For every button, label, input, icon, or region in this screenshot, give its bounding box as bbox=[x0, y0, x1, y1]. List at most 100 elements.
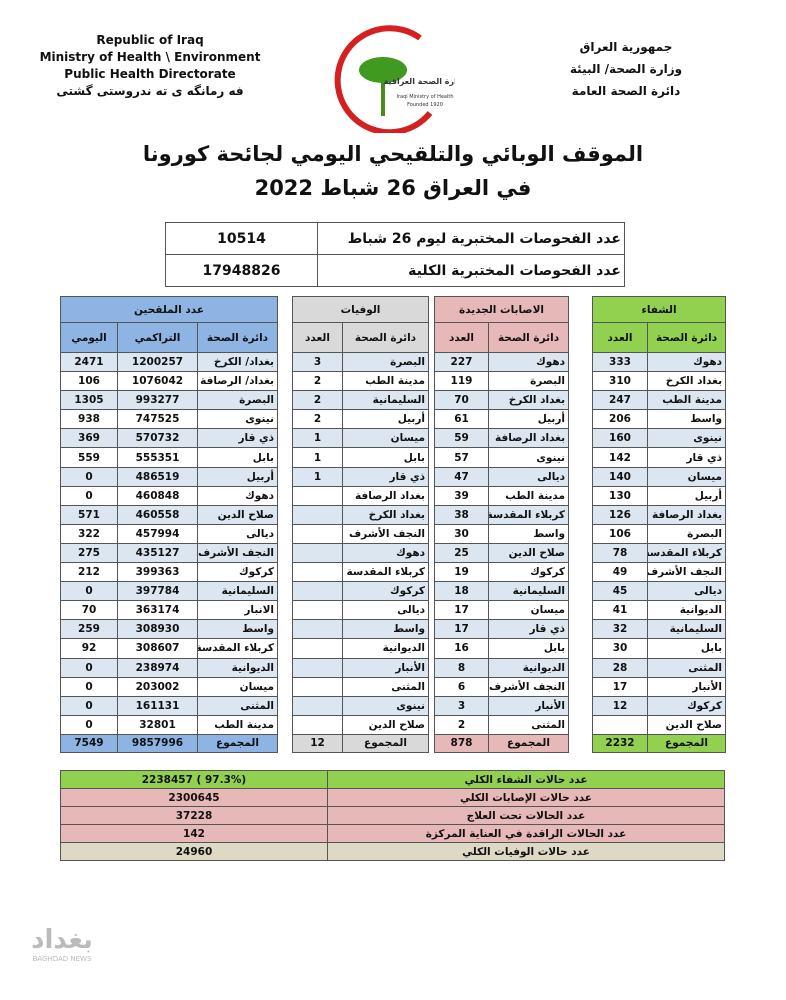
count-cell: 212 bbox=[60, 562, 118, 583]
name-cell: ديالى bbox=[197, 523, 278, 544]
name-cell: بابل bbox=[197, 447, 278, 468]
name-cell: النجف الأشرف bbox=[647, 562, 727, 583]
data-row: دهوك 460848 0 bbox=[60, 485, 278, 506]
count-cell: 460848 bbox=[117, 485, 198, 506]
count-cell: 17 bbox=[433, 619, 490, 640]
name-cell: ميسان bbox=[342, 428, 429, 449]
count-cell: 363174 bbox=[117, 600, 198, 621]
count-cell: 203002 bbox=[117, 676, 198, 697]
data-row: مدينة الطب 247 bbox=[591, 390, 727, 411]
name-cell: نينوى bbox=[342, 695, 429, 716]
count-cell: 28 bbox=[591, 657, 649, 678]
name-cell: واسط bbox=[488, 523, 570, 544]
count-cell: 2 bbox=[292, 409, 343, 430]
data-row: واسط bbox=[292, 619, 429, 640]
count-cell: 2 bbox=[292, 371, 343, 392]
data-row: بغداد الرصافة 126 bbox=[591, 504, 727, 525]
data-row: البصرة 3 bbox=[292, 351, 429, 373]
data-row: بغداد الكرخ 310 bbox=[591, 371, 727, 392]
data-row: الأنبار bbox=[292, 657, 429, 678]
count-cell: 206 bbox=[591, 409, 649, 430]
data-row: كربلاء المقدسة 38 bbox=[433, 504, 570, 525]
name-cell: ديالى bbox=[488, 466, 570, 487]
data-row: نينوى 747525 938 bbox=[60, 409, 278, 430]
name-cell: دهوك bbox=[488, 351, 570, 373]
header-line: Public Health Directorate bbox=[64, 67, 236, 81]
count-cell: 0 bbox=[60, 485, 118, 506]
section-title: الوفيات bbox=[292, 296, 429, 323]
name-cell: أربيل bbox=[647, 485, 727, 506]
total-value: 2232 bbox=[591, 733, 649, 753]
name-cell: ديالى bbox=[647, 581, 727, 602]
column-header: العدد bbox=[433, 322, 490, 353]
data-row: دهوك bbox=[292, 542, 429, 564]
name-cell: بغداد الرصافة bbox=[488, 428, 570, 449]
data-row: المثنى 28 bbox=[591, 657, 727, 678]
data-row: أربيل 61 bbox=[433, 409, 570, 430]
section-body: الوفيات دائرة الصحة العدد البصرة 3 مدينة الطب… bbox=[292, 296, 429, 753]
count-cell: 559 bbox=[60, 447, 118, 468]
total-label: المجموع bbox=[488, 733, 570, 753]
header-line: وزارة الصحة/ البيئة bbox=[569, 62, 683, 76]
watermark-text: BAGHDAD NEWS bbox=[32, 955, 92, 963]
data-row: كربلاء المقدسة bbox=[292, 562, 429, 583]
section-title-row: عدد الملقحين bbox=[60, 296, 278, 323]
data-row: ميسان 140 bbox=[591, 466, 727, 487]
name-cell: السليمانية bbox=[197, 581, 278, 602]
logo-text: Iraqi Ministry of Health bbox=[396, 94, 453, 100]
count-cell: 322 bbox=[60, 523, 118, 544]
count-cell bbox=[292, 523, 343, 544]
name-cell: بغداد الرصافة bbox=[342, 485, 429, 506]
name-cell: صلاح الدين bbox=[647, 714, 727, 735]
column-header: دائرة الصحة bbox=[197, 322, 278, 353]
count-cell: 8 bbox=[433, 657, 490, 678]
count-cell: 397784 bbox=[117, 581, 198, 602]
name-cell: ميسان bbox=[488, 600, 570, 621]
column-header: التراكمي bbox=[117, 322, 198, 353]
section-table: الاصابات الجديدة دائرة الصحة العدد دهوك 227 ا… bbox=[433, 296, 570, 753]
data-row: نينوى 57 bbox=[433, 447, 570, 468]
name-cell: صلاح الدين bbox=[488, 542, 570, 564]
data-row: النجف الأشرف bbox=[292, 523, 429, 544]
count-cell: 61 bbox=[433, 409, 490, 430]
data-row: السليمانية 397784 0 bbox=[60, 581, 278, 602]
data-row: أربيل 486519 0 bbox=[60, 466, 278, 487]
count-cell: 45 bbox=[591, 581, 649, 602]
name-cell: دهوك bbox=[342, 542, 429, 564]
name-cell: بابل bbox=[342, 447, 429, 468]
count-cell: 0 bbox=[60, 581, 118, 602]
total-row: المجموع 2232 bbox=[591, 733, 727, 753]
count-cell: 161131 bbox=[117, 695, 198, 716]
count-cell: 1076042 bbox=[117, 371, 198, 392]
summary-value: 24960 bbox=[60, 842, 328, 861]
name-cell: بغداد الكرخ bbox=[342, 504, 429, 525]
data-row: الانبار 363174 70 bbox=[60, 600, 278, 621]
total-label: المجموع bbox=[647, 733, 727, 753]
count-cell: 140 bbox=[591, 466, 649, 487]
data-row: ذي قار 570732 369 bbox=[60, 428, 278, 449]
total-row: المجموع 878 bbox=[433, 733, 570, 753]
name-cell: واسط bbox=[342, 619, 429, 640]
data-row: نينوى bbox=[292, 695, 429, 716]
name-cell: أربيل bbox=[488, 409, 570, 430]
column-header: اليومي bbox=[60, 322, 118, 353]
section-title-row: الشفاء bbox=[591, 296, 727, 323]
column-header: دائرة الصحة bbox=[647, 322, 727, 353]
name-cell: الأنبار bbox=[342, 657, 429, 678]
name-cell: الأنبار bbox=[488, 695, 570, 716]
data-row: واسط 308930 259 bbox=[60, 619, 278, 640]
name-cell: كركوك bbox=[488, 562, 570, 583]
section-body: عدد الملقحين دائرة الصحة التراكمي اليومي بغد… bbox=[60, 296, 278, 753]
count-cell: 1200257 bbox=[117, 351, 198, 373]
count-cell: 30 bbox=[433, 523, 490, 544]
name-cell: كربلاء المقدسة bbox=[488, 504, 570, 525]
count-cell bbox=[292, 638, 343, 659]
section-title: الاصابات الجديدة bbox=[433, 296, 570, 323]
count-cell: 126 bbox=[591, 504, 649, 525]
count-cell: 41 bbox=[591, 600, 649, 621]
total-row: المجموع 9857996 7549 bbox=[60, 733, 278, 753]
count-cell: 57 bbox=[433, 447, 490, 468]
section-body: الشفاء دائرة الصحة العدد دهوك 333 بغداد الكرخ… bbox=[591, 296, 727, 753]
data-row: واسط 206 bbox=[591, 409, 727, 430]
